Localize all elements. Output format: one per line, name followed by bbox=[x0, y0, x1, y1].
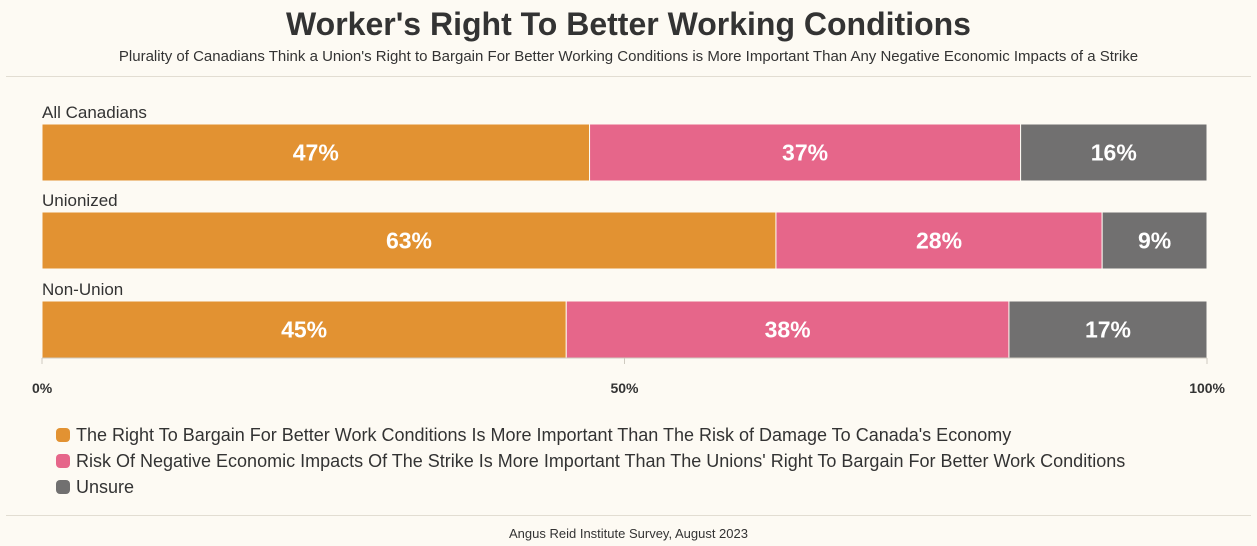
legend-item-unsure: Unsure bbox=[56, 474, 1125, 500]
source-note: Angus Reid Institute Survey, August 2023 bbox=[509, 526, 748, 541]
category-label: Unionized bbox=[42, 191, 118, 210]
x-tick-label: 100% bbox=[1189, 380, 1225, 396]
bar-segment bbox=[589, 123, 1022, 182]
x-tick-label: 50% bbox=[610, 380, 639, 396]
legend: The Right To Bargain For Better Work Con… bbox=[56, 422, 1125, 500]
legend-swatch-economic-impact bbox=[56, 454, 70, 468]
legend-item-bargain: The Right To Bargain For Better Work Con… bbox=[56, 422, 1125, 448]
legend-label-bargain: The Right To Bargain For Better Work Con… bbox=[76, 424, 1012, 445]
footer-divider bbox=[6, 515, 1251, 516]
bar-segment bbox=[1101, 211, 1208, 270]
x-tick-label: 0% bbox=[32, 380, 53, 396]
legend-item-economic-impact: Risk Of Negative Economic Impacts Of The… bbox=[56, 448, 1125, 474]
category-label: Non-Union bbox=[42, 280, 123, 299]
data-label: 47% bbox=[293, 140, 339, 166]
header-divider bbox=[6, 76, 1251, 77]
chart-subtitle: Plurality of Canadians Think a Union's R… bbox=[118, 48, 1139, 65]
data-label: 9% bbox=[1138, 228, 1171, 254]
legend-swatch-unsure bbox=[56, 480, 70, 494]
category-label: All Canadians bbox=[42, 103, 147, 122]
data-label: 28% bbox=[916, 228, 962, 254]
legend-label-unsure: Unsure bbox=[76, 476, 135, 497]
bar-segment bbox=[775, 211, 1103, 270]
data-label: 38% bbox=[765, 317, 811, 343]
stacked-bar-chart: All Canadians 47% 37% 16% Unionized 63% 28% 9% N… bbox=[32, 103, 1226, 396]
data-label: 37% bbox=[782, 140, 828, 166]
bar-segment bbox=[41, 123, 591, 182]
bar-segment bbox=[41, 211, 777, 270]
data-label: 17% bbox=[1085, 317, 1131, 343]
bar-segment bbox=[1020, 123, 1208, 182]
legend-swatch-bargain bbox=[56, 428, 70, 442]
bar-segment bbox=[41, 300, 567, 359]
data-label: 63% bbox=[386, 228, 432, 254]
chart-title: Worker's Right To Better Working Conditi… bbox=[286, 6, 971, 42]
bar-segment bbox=[1008, 300, 1208, 359]
data-label: 16% bbox=[1091, 140, 1137, 166]
data-label: 45% bbox=[281, 317, 327, 343]
legend-label-economic-impact: Risk Of Negative Economic Impacts Of The… bbox=[76, 450, 1126, 471]
